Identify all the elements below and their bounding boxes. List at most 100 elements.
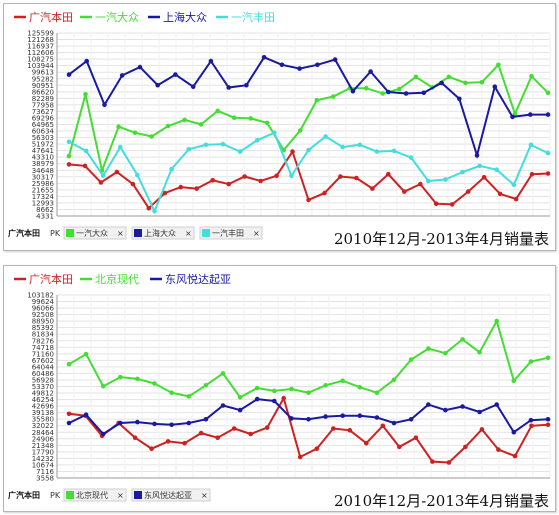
data-point <box>135 419 140 425</box>
bottom-compare-chip[interactable]: 东风悦达起亚 × <box>131 488 211 502</box>
chip-close-icon[interactable]: × <box>185 229 192 238</box>
data-point <box>66 420 72 426</box>
series-line <box>68 318 549 399</box>
y-tick-label: 85392 <box>32 324 54 332</box>
data-point <box>274 173 279 179</box>
y-tick-label: 21655 <box>32 186 54 194</box>
data-point <box>289 386 294 392</box>
y-tick-label: 121268 <box>27 36 54 44</box>
data-point <box>306 147 311 153</box>
data-point <box>194 186 199 191</box>
data-point <box>100 384 106 389</box>
y-tick-label: 46254 <box>32 396 55 404</box>
data-point <box>306 417 311 422</box>
data-point <box>380 423 386 429</box>
data-point <box>364 85 369 91</box>
data-point <box>254 138 260 143</box>
data-point <box>208 58 214 64</box>
y-tick-label: 88950 <box>32 318 54 326</box>
data-point <box>190 84 196 89</box>
data-point <box>338 174 343 179</box>
data-point <box>380 91 386 96</box>
data-point <box>528 142 534 148</box>
data-point <box>146 205 152 211</box>
data-point <box>83 412 89 417</box>
data-point <box>203 417 209 422</box>
data-point <box>510 114 515 120</box>
data-point <box>511 378 517 384</box>
chip-close-icon[interactable]: × <box>201 491 208 500</box>
chip-background <box>63 488 127 502</box>
data-point <box>119 73 125 78</box>
chip-label: 东风悦达起亚 <box>144 490 192 500</box>
chip-label: 一汽大众 <box>76 228 108 238</box>
data-point <box>83 92 88 97</box>
top-series <box>66 62 551 175</box>
data-point <box>386 171 391 177</box>
chip-close-icon[interactable]: × <box>117 229 124 238</box>
chip-close-icon[interactable]: × <box>253 229 260 238</box>
data-point <box>494 402 500 407</box>
bottom-compare-chip[interactable]: 北京现代 × <box>63 488 127 502</box>
data-point <box>545 422 551 428</box>
data-point <box>460 404 465 409</box>
line-chart-bottom: 广汽本田 北京现代 东风悦达起亚10318299624960669250888950… <box>8 272 551 510</box>
y-tick-label: 99624 <box>32 298 55 306</box>
data-point <box>315 62 320 68</box>
data-point <box>102 102 107 108</box>
y-tick-label: 103182 <box>27 292 54 300</box>
top-compare-chip[interactable]: 上海大众 × <box>131 226 195 240</box>
data-point <box>135 376 140 382</box>
y-tick-label: 82289 <box>32 95 54 103</box>
data-point <box>248 116 253 121</box>
data-point <box>261 55 267 60</box>
data-point <box>331 426 336 431</box>
data-point <box>496 62 501 68</box>
data-point <box>83 351 89 357</box>
data-point <box>178 184 184 190</box>
data-point <box>463 80 468 86</box>
y-tick-label: 17790 <box>32 448 54 456</box>
data-point <box>545 417 551 422</box>
y-tick-label: 71160 <box>32 350 54 358</box>
data-point <box>511 429 517 435</box>
data-point <box>479 427 485 432</box>
y-tick-label: 67602 <box>32 357 54 365</box>
data-point <box>397 444 402 450</box>
data-point <box>474 153 480 158</box>
chip-close-icon[interactable]: × <box>117 491 124 500</box>
y-tick-label: 30317 <box>32 173 54 181</box>
y-tick-label: 92508 <box>32 311 54 319</box>
data-point <box>306 197 311 203</box>
data-point <box>297 454 303 460</box>
bottom-compare-base-label: 广汽本田 <box>8 490 40 500</box>
top-compare-chip[interactable]: 一汽大众 × <box>63 226 127 240</box>
bottom-grid <box>56 294 551 479</box>
data-point <box>511 182 517 188</box>
data-point <box>149 446 154 451</box>
chip-color-swatch <box>66 491 74 499</box>
data-point <box>132 130 138 135</box>
data-point <box>465 189 471 194</box>
data-point <box>220 141 226 147</box>
top-compare-chip[interactable]: 一汽丰田 × <box>199 226 263 240</box>
data-point <box>426 178 431 184</box>
data-point <box>118 420 123 426</box>
data-point <box>323 414 328 419</box>
data-point <box>386 89 391 95</box>
data-point <box>443 407 448 413</box>
y-tick-label: 34648 <box>32 167 54 175</box>
data-point <box>272 388 277 394</box>
data-point <box>203 383 209 388</box>
data-point <box>357 142 363 148</box>
y-tick-label: 25986 <box>32 180 55 188</box>
data-point <box>237 395 243 400</box>
bottom-legend-item: 北京现代 <box>80 272 139 286</box>
top-series <box>66 130 551 214</box>
data-point <box>479 79 485 85</box>
y-tick-label: 86620 <box>32 88 54 96</box>
data-point <box>512 453 518 459</box>
y-tick-label: 17324 <box>32 193 55 201</box>
data-point <box>182 117 187 123</box>
data-point <box>433 201 439 206</box>
